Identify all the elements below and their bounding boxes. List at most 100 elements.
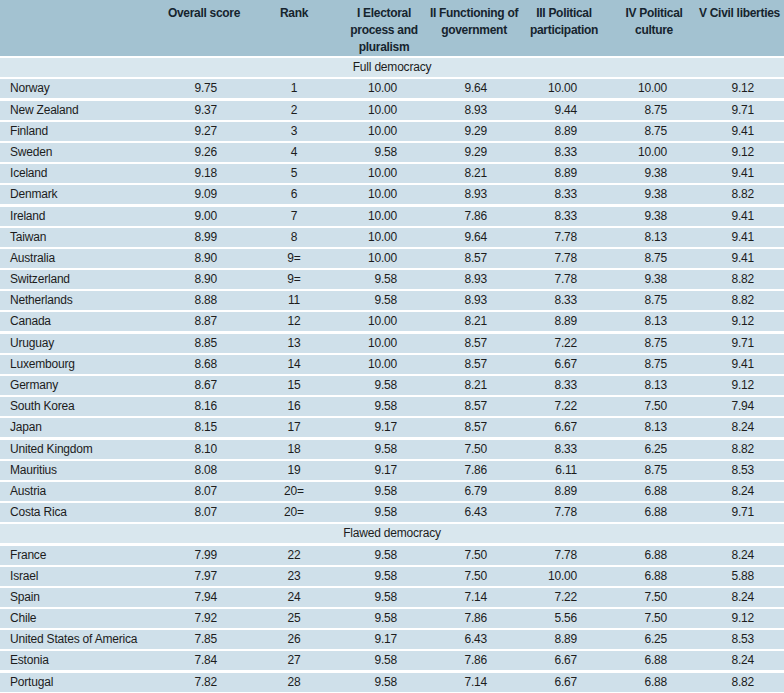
table-row: Germany8.67159.588.218.338.139.12 xyxy=(0,376,784,395)
country-cell: Portugal xyxy=(0,673,159,692)
functioning-cell: 7.50 xyxy=(429,546,519,565)
civil-liberties-cell: 9.41 xyxy=(699,122,784,141)
column-header-overall-score: Overall score xyxy=(159,5,249,56)
civil-liberties-cell: 8.82 xyxy=(699,673,784,692)
functioning-cell: 9.29 xyxy=(429,122,519,141)
rank-cell: 25 xyxy=(249,609,339,628)
overall-score-cell: 9.00 xyxy=(159,207,249,226)
electoral-cell: 9.17 xyxy=(339,461,429,480)
participation-cell: 7.22 xyxy=(519,588,609,607)
rank-cell: 28 xyxy=(249,673,339,692)
participation-cell: 7.22 xyxy=(519,397,609,416)
civil-liberties-cell: 9.12 xyxy=(699,79,784,98)
participation-cell: 8.89 xyxy=(519,164,609,183)
electoral-cell: 9.58 xyxy=(339,546,429,565)
electoral-cell: 10.00 xyxy=(339,355,429,374)
table-row: Sweden9.2649.589.298.3310.009.12 xyxy=(0,143,784,162)
rank-cell: 11 xyxy=(249,291,339,310)
overall-score-cell: 7.99 xyxy=(159,546,249,565)
rank-cell: 20= xyxy=(249,482,339,501)
country-cell: Switzerland xyxy=(0,270,159,289)
culture-cell: 9.38 xyxy=(609,185,699,204)
country-cell: Israel xyxy=(0,567,159,586)
functioning-cell: 7.86 xyxy=(429,651,519,670)
rank-cell: 19 xyxy=(249,461,339,480)
overall-score-cell: 8.08 xyxy=(159,461,249,480)
table-row: United States of America7.85269.176.438.… xyxy=(0,630,784,649)
civil-liberties-cell: 8.82 xyxy=(699,185,784,204)
electoral-cell: 9.58 xyxy=(339,482,429,501)
participation-cell: 8.89 xyxy=(519,482,609,501)
civil-liberties-cell: 9.41 xyxy=(699,207,784,226)
civil-liberties-cell: 8.24 xyxy=(699,418,784,437)
civil-liberties-cell: 8.53 xyxy=(699,461,784,480)
functioning-cell: 6.43 xyxy=(429,503,519,522)
table-row: Luxembourg8.681410.008.576.678.759.41 xyxy=(0,355,784,374)
culture-cell: 8.75 xyxy=(609,249,699,268)
rank-cell: 15 xyxy=(249,376,339,395)
rank-cell: 27 xyxy=(249,651,339,670)
overall-score-cell: 7.92 xyxy=(159,609,249,628)
culture-cell: 6.88 xyxy=(609,503,699,522)
overall-score-cell: 8.90 xyxy=(159,270,249,289)
overall-score-cell: 8.07 xyxy=(159,482,249,501)
table-row: Estonia7.84279.587.866.676.888.24 xyxy=(0,651,784,670)
functioning-cell: 8.57 xyxy=(429,334,519,353)
participation-cell: 8.33 xyxy=(519,207,609,226)
civil-liberties-cell: 8.24 xyxy=(699,546,784,565)
participation-cell: 8.33 xyxy=(519,440,609,459)
culture-cell: 9.38 xyxy=(609,207,699,226)
culture-cell: 6.88 xyxy=(609,651,699,670)
table-row: Taiwan8.99810.009.647.788.139.41 xyxy=(0,228,784,247)
functioning-cell: 8.93 xyxy=(429,291,519,310)
overall-score-cell: 9.09 xyxy=(159,185,249,204)
country-cell: Spain xyxy=(0,588,159,607)
rank-cell: 4 xyxy=(249,143,339,162)
electoral-cell: 9.17 xyxy=(339,630,429,649)
culture-cell: 10.00 xyxy=(609,143,699,162)
country-cell: Costa Rica xyxy=(0,503,159,522)
overall-score-cell: 8.68 xyxy=(159,355,249,374)
functioning-cell: 7.50 xyxy=(429,440,519,459)
functioning-cell: 8.93 xyxy=(429,270,519,289)
participation-cell: 8.33 xyxy=(519,376,609,395)
overall-score-cell: 9.18 xyxy=(159,164,249,183)
overall-score-cell: 7.85 xyxy=(159,630,249,649)
rank-cell: 5 xyxy=(249,164,339,183)
country-cell: New Zealand xyxy=(0,101,159,120)
overall-score-cell: 9.26 xyxy=(159,143,249,162)
overall-score-cell: 8.67 xyxy=(159,376,249,395)
rank-cell: 26 xyxy=(249,630,339,649)
overall-score-cell: 8.07 xyxy=(159,503,249,522)
functioning-cell: 6.79 xyxy=(429,482,519,501)
functioning-cell: 8.57 xyxy=(429,355,519,374)
table-row: Switzerland8.909=9.588.937.789.388.82 xyxy=(0,270,784,289)
column-header-political-culture: IV Political culture xyxy=(609,5,699,56)
civil-liberties-cell: 8.53 xyxy=(699,630,784,649)
overall-score-cell: 8.10 xyxy=(159,440,249,459)
functioning-cell: 8.57 xyxy=(429,418,519,437)
functioning-cell: 8.93 xyxy=(429,101,519,120)
culture-cell: 7.50 xyxy=(609,397,699,416)
culture-cell: 8.13 xyxy=(609,228,699,247)
country-cell: Luxembourg xyxy=(0,355,159,374)
participation-cell: 9.44 xyxy=(519,101,609,120)
functioning-cell: 8.57 xyxy=(429,397,519,416)
electoral-cell: 9.58 xyxy=(339,397,429,416)
table-row: Uruguay8.851310.008.577.228.759.71 xyxy=(0,334,784,353)
overall-score-cell: 7.94 xyxy=(159,588,249,607)
table-row: Netherlands8.88119.588.938.338.758.82 xyxy=(0,291,784,310)
civil-liberties-cell: 9.12 xyxy=(699,312,784,331)
country-cell: Canada xyxy=(0,312,159,331)
table-row: Finland9.27310.009.298.898.759.41 xyxy=(0,122,784,141)
rank-cell: 22 xyxy=(249,546,339,565)
table-row: Australia8.909=10.008.577.788.759.41 xyxy=(0,249,784,268)
civil-liberties-cell: 9.41 xyxy=(699,164,784,183)
participation-cell: 6.67 xyxy=(519,651,609,670)
electoral-cell: 9.58 xyxy=(339,376,429,395)
democracy-index-table: Overall score Rank I Electoral process a… xyxy=(0,0,784,692)
country-cell: Ireland xyxy=(0,207,159,226)
table-row: South Korea8.16169.588.577.227.507.94 xyxy=(0,397,784,416)
functioning-cell: 9.29 xyxy=(429,143,519,162)
electoral-cell: 9.58 xyxy=(339,291,429,310)
